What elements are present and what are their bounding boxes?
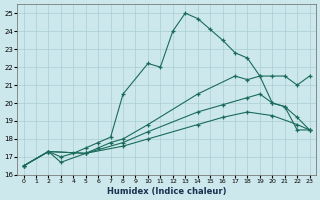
- X-axis label: Humidex (Indice chaleur): Humidex (Indice chaleur): [107, 187, 226, 196]
